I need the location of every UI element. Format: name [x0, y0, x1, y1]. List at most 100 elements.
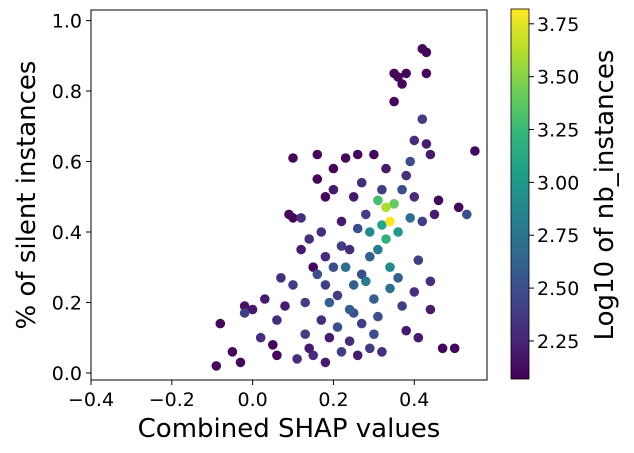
y-axis-title: % of silent instances — [12, 61, 42, 330]
data-point — [373, 311, 383, 322]
data-point — [405, 156, 416, 167]
data-point — [409, 192, 420, 202]
y-tick-label: 0.4 — [52, 222, 82, 244]
data-point — [365, 251, 375, 262]
data-points — [211, 44, 480, 371]
colorbar-tick-label: 3.50 — [537, 67, 579, 89]
colorbar-tick-label: 3.75 — [537, 14, 579, 36]
data-point — [429, 209, 440, 220]
data-point — [288, 280, 298, 290]
data-point — [328, 262, 339, 273]
data-point — [385, 262, 395, 273]
data-point — [352, 223, 363, 234]
data-point — [425, 276, 436, 287]
data-point — [361, 276, 371, 287]
data-point — [235, 357, 246, 368]
data-point — [320, 251, 331, 262]
data-point — [369, 294, 379, 304]
data-point — [239, 301, 250, 311]
data-point — [348, 280, 359, 290]
data-point — [340, 153, 351, 163]
data-point — [288, 213, 298, 223]
colorbar-tick-label: 3.00 — [537, 172, 579, 194]
data-point — [328, 163, 339, 174]
data-point — [397, 79, 407, 89]
data-point — [215, 318, 226, 329]
data-point — [437, 343, 448, 354]
data-point — [272, 350, 282, 361]
y-tick-label: 0.6 — [52, 152, 82, 174]
y-axis-ticks: 0.0 0.2 0.4 0.6 0.8 1.0 — [52, 11, 91, 385]
data-point — [312, 149, 323, 160]
data-point — [433, 195, 444, 206]
data-point — [377, 220, 387, 230]
x-tick-label: 0.2 — [318, 389, 348, 411]
data-point — [409, 287, 420, 297]
data-point — [385, 216, 395, 227]
data-point — [344, 336, 355, 347]
data-point — [336, 241, 347, 251]
data-point — [272, 315, 282, 325]
colorbar-tick-label: 3.25 — [537, 120, 579, 142]
data-point — [239, 308, 250, 318]
data-point — [260, 294, 270, 304]
data-point — [401, 325, 412, 336]
data-point — [300, 297, 311, 308]
data-point — [344, 244, 355, 255]
data-point — [421, 139, 432, 149]
x-tick-label: −0.4 — [68, 389, 114, 411]
data-point — [405, 213, 416, 223]
colorbar — [510, 8, 530, 380]
data-point — [356, 318, 367, 329]
x-tick-label: −0.2 — [149, 389, 195, 411]
data-point — [365, 227, 375, 237]
x-axis-ticks: −0.4 −0.2 0.0 0.2 0.4 — [68, 380, 429, 411]
colorbar-tick-label: 2.25 — [537, 331, 579, 353]
data-point — [211, 361, 222, 371]
y-tick-label: 1.0 — [52, 11, 82, 33]
data-point — [393, 273, 403, 283]
data-point — [312, 269, 323, 280]
data-point — [385, 283, 395, 294]
data-point — [308, 350, 319, 361]
data-point — [296, 213, 306, 223]
data-point — [373, 195, 383, 206]
data-point — [462, 209, 472, 220]
data-point — [316, 227, 327, 237]
data-point — [421, 68, 432, 79]
data-point — [417, 114, 428, 124]
data-point — [361, 209, 371, 220]
data-point — [389, 96, 399, 107]
x-tick-label: 0.0 — [238, 389, 268, 411]
data-point — [453, 202, 464, 213]
x-tick-label: 0.4 — [399, 389, 429, 411]
data-point — [344, 304, 355, 315]
colorbar-title: Log10 of nb_instances — [590, 50, 620, 341]
data-point — [255, 332, 266, 343]
data-point — [356, 177, 367, 188]
data-point — [336, 216, 347, 227]
colorbar-tick-label: 2.50 — [537, 278, 579, 300]
data-point — [300, 329, 311, 340]
data-point — [352, 149, 363, 160]
data-point — [328, 184, 339, 195]
data-point — [308, 262, 319, 273]
data-point — [352, 350, 363, 361]
data-point — [377, 184, 387, 195]
data-point — [409, 135, 420, 146]
y-tick-label: 0.0 — [52, 363, 82, 385]
data-point — [425, 149, 436, 160]
data-point — [312, 174, 323, 184]
data-point — [304, 343, 315, 354]
data-point — [332, 290, 343, 301]
data-point — [369, 149, 379, 160]
data-point — [393, 72, 403, 82]
data-point — [377, 347, 387, 357]
data-point — [296, 244, 306, 255]
data-point — [280, 301, 290, 311]
data-point — [340, 262, 351, 273]
data-point — [381, 202, 391, 213]
data-point — [320, 192, 331, 202]
data-point — [288, 153, 298, 163]
